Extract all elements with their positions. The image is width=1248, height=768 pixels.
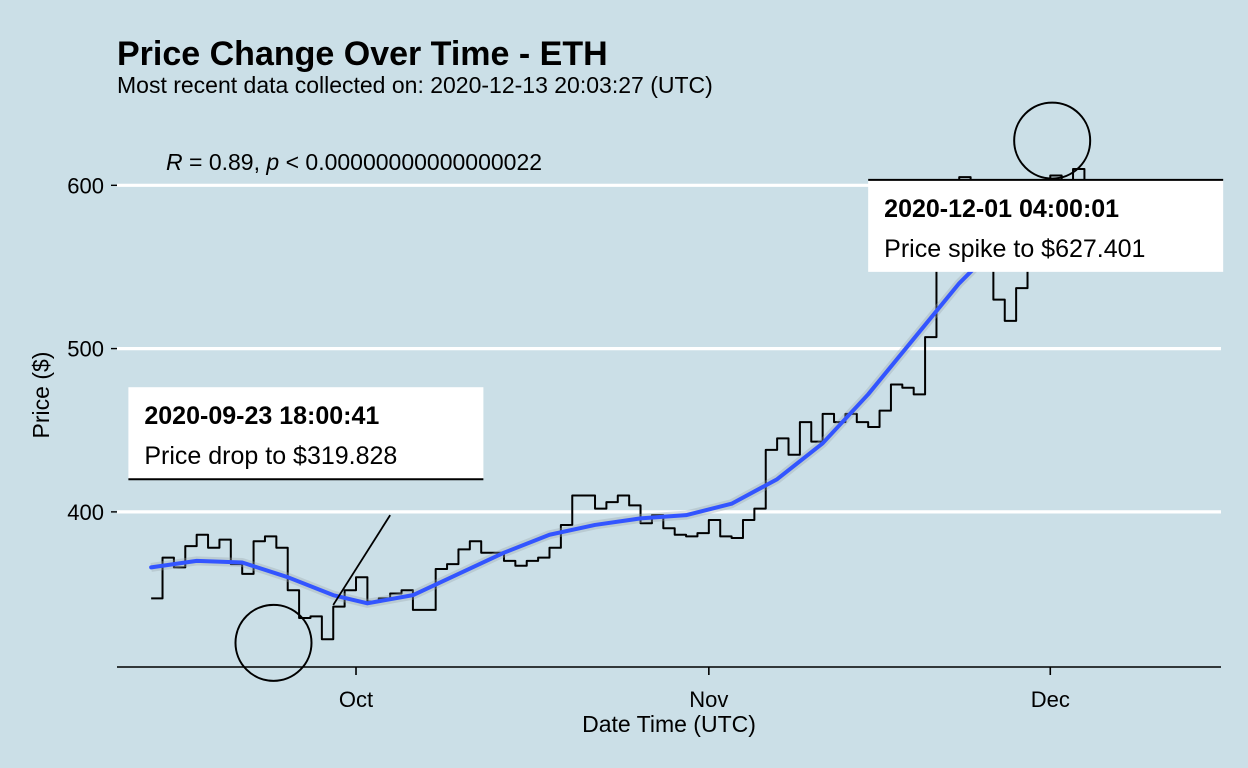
price-line xyxy=(151,167,1188,641)
x-axis-ticks: Oct Nov Dec xyxy=(339,667,1070,712)
x-tick-label-dec: Dec xyxy=(1031,687,1070,712)
annotation-title-drop: 2020-09-23 18:00:41 xyxy=(144,402,379,430)
chart-subtitle: Most recent data collected on: 2020-12-1… xyxy=(117,72,713,98)
y-tick-label-400: 400 xyxy=(67,500,104,525)
annotation-spike: 2020-12-01 04:00:01 Price spike to $627.4… xyxy=(868,101,1224,272)
y-axis-ticks: 400 500 600 xyxy=(67,173,117,525)
y-tick-label-600: 600 xyxy=(67,173,104,198)
annotation-title-spike: 2020-12-01 04:00:01 xyxy=(884,195,1119,223)
annotation-drop: 2020-09-23 18:00:41 Price drop to $319.82… xyxy=(128,387,484,682)
annotation-box-spike xyxy=(868,179,1224,272)
annotation-text-spike: Price spike to $627.401 xyxy=(884,235,1145,263)
annotation-circle-drop xyxy=(234,603,313,682)
correlation-note: R = 0.89, p < 0.00000000000000022 xyxy=(166,149,542,175)
annotation-circle-spike xyxy=(1013,101,1092,180)
x-axis-label: Date Time (UTC) xyxy=(582,711,756,737)
chart-title: Price Change Over Time - ETH xyxy=(117,35,608,73)
x-tick-label-oct: Oct xyxy=(339,687,373,712)
x-tick-label-nov: Nov xyxy=(689,687,728,712)
y-tick-label-500: 500 xyxy=(67,337,104,362)
y-axis-label: Price ($) xyxy=(28,352,54,439)
annotation-leader-drop xyxy=(332,514,391,606)
annotation-box-drop xyxy=(128,387,484,480)
annotation-text-drop: Price drop to $319.828 xyxy=(144,442,397,470)
annotation-layer: 2020-09-23 18:00:41 Price drop to $319.82… xyxy=(128,101,1224,682)
